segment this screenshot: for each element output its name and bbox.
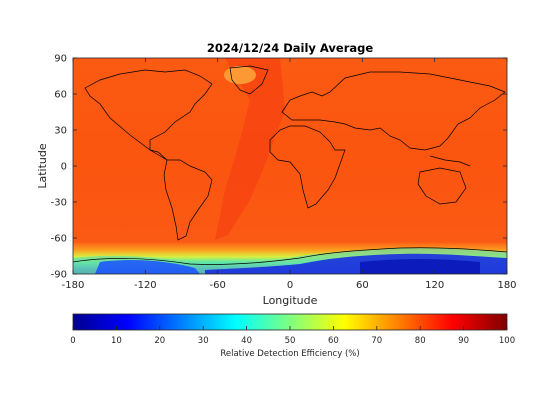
x-tick-label: -60 bbox=[209, 280, 225, 291]
y-tick-label: 60 bbox=[54, 90, 67, 101]
colorbar-tick-label: 100 bbox=[499, 336, 515, 346]
x-axis: -180 -120 -60 0 60 120 180 bbox=[62, 58, 517, 291]
colorbar-tick-label: 60 bbox=[328, 336, 339, 346]
coastlines bbox=[73, 65, 507, 265]
colorbar-tick-label: 10 bbox=[111, 336, 122, 346]
heatmap-field bbox=[73, 58, 507, 274]
x-tick-label: 60 bbox=[356, 280, 369, 291]
colorbar-tick-label: 40 bbox=[241, 336, 252, 346]
y-tick-label: -60 bbox=[51, 234, 67, 245]
colorbar-ticks: 0 10 20 30 40 50 60 70 80 90 100 bbox=[70, 326, 515, 346]
x-axis-label: Longitude bbox=[263, 294, 318, 307]
colorbar-tick-label: 0 bbox=[70, 336, 75, 346]
chart-title: 2024/12/24 Daily Average bbox=[207, 41, 374, 55]
colorbar-label: Relative Detection Efficiency (%) bbox=[220, 349, 359, 359]
colorbar-tick-label: 90 bbox=[458, 336, 469, 346]
x-tick-label: 0 bbox=[287, 280, 293, 291]
x-tick-label: -120 bbox=[134, 280, 157, 291]
colorbar-tick-label: 70 bbox=[371, 336, 382, 346]
colorbar-tick-label: 50 bbox=[285, 336, 296, 346]
y-tick-label: -90 bbox=[51, 270, 67, 281]
x-tick-label: 120 bbox=[425, 280, 444, 291]
colorbar-tick-label: 20 bbox=[154, 336, 165, 346]
colorbar-tick-label: 80 bbox=[415, 336, 426, 346]
y-axis-label: Latitude bbox=[36, 143, 49, 189]
y-tick-label: 0 bbox=[61, 162, 67, 173]
colorbar-tick-label: 30 bbox=[198, 336, 209, 346]
x-tick-label: -180 bbox=[62, 280, 85, 291]
y-tick-label: 90 bbox=[54, 54, 67, 65]
x-tick-label: 180 bbox=[497, 280, 516, 291]
y-tick-label: 30 bbox=[54, 126, 67, 137]
y-axis: 90 60 30 0 -30 -60 -90 bbox=[51, 54, 507, 281]
y-tick-label: -30 bbox=[51, 198, 67, 209]
